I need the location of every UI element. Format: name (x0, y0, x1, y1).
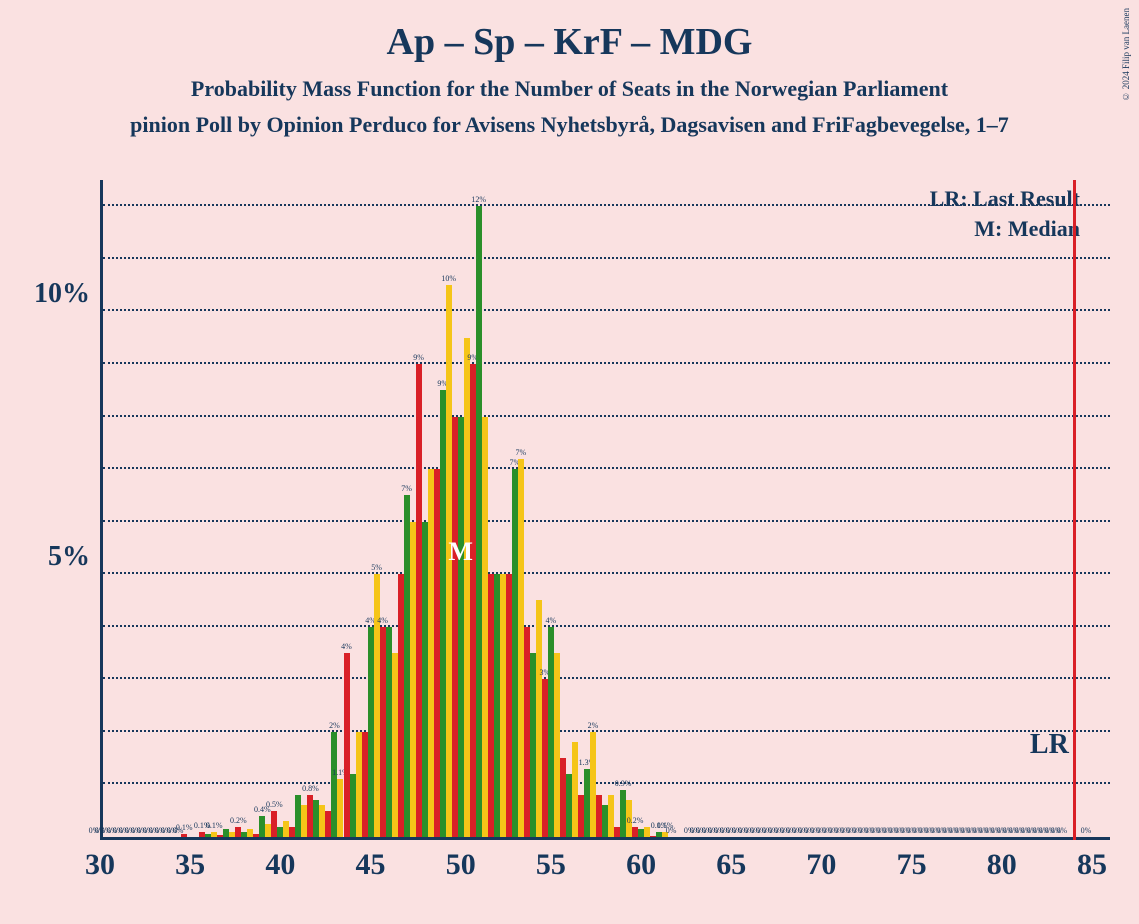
bar-label: 0.1% (176, 823, 193, 832)
bar-label: 0% (666, 826, 677, 835)
y-tick-label: 10% (34, 278, 90, 310)
bar-label: 5% (371, 563, 382, 572)
gridline (103, 782, 1110, 784)
bar-label: 0.9% (615, 779, 632, 788)
bar-label: 2% (588, 721, 599, 730)
bar-label: 0.1% (206, 821, 223, 830)
chart-subtitle: Probability Mass Function for the Number… (0, 76, 1139, 102)
x-tick-label: 55 (536, 848, 566, 882)
gridline (103, 415, 1110, 417)
y-tick-label: 5% (48, 541, 90, 573)
x-tick-label: 40 (265, 848, 295, 882)
median-marker: M (448, 537, 473, 567)
chart-plot-area: LR: Last Result M: Median 5%10%303540455… (100, 180, 1110, 840)
x-tick-label: 50 (446, 848, 476, 882)
x-tick-label: 35 (175, 848, 205, 882)
x-tick-label: 45 (356, 848, 386, 882)
gridline (103, 730, 1110, 732)
x-tick-label: 65 (716, 848, 746, 882)
x-tick-label: 75 (897, 848, 927, 882)
gridline (103, 257, 1110, 259)
gridline (103, 362, 1110, 364)
bar-label: 4% (377, 616, 388, 625)
bar-label: 0.2% (627, 816, 644, 825)
gridline (103, 467, 1110, 469)
chart-title: Ap – Sp – KrF – MDG (0, 0, 1139, 64)
bar-label: 7% (401, 484, 412, 493)
x-tick-label: 85 (1077, 848, 1107, 882)
gridline (103, 677, 1110, 679)
bar-label: 0.2% (230, 816, 247, 825)
bar-label: 4% (341, 642, 352, 651)
legend: LR: Last Result M: Median (930, 186, 1080, 246)
bar-label: 10% (441, 274, 456, 283)
gridline (103, 204, 1110, 206)
bar-label: 0.8% (302, 784, 319, 793)
x-tick-label: 30 (85, 848, 115, 882)
bar-label: 12% (471, 195, 486, 204)
gridline (103, 520, 1110, 522)
legend-lr: LR: Last Result (930, 186, 1080, 212)
gridline (103, 309, 1110, 311)
y-axis (100, 180, 103, 840)
bar-label: 2% (329, 721, 340, 730)
x-tick-label: 60 (626, 848, 656, 882)
lr-marker: LR (1030, 729, 1069, 761)
legend-m: M: Median (930, 216, 1080, 242)
chart-subtitle2: pinion Poll by Opinion Perduco for Avise… (0, 112, 1139, 138)
x-axis (100, 837, 1110, 840)
bar-label: 0.5% (266, 800, 283, 809)
bar-label: 7% (515, 448, 526, 457)
bar-label: 0% (1081, 826, 1092, 835)
copyright-text: © 2024 Filip van Laenen (1121, 8, 1131, 101)
bar-label: 0% (1057, 826, 1068, 835)
bar-label: 4% (546, 616, 557, 625)
gridline (103, 625, 1110, 627)
bar (181, 834, 187, 837)
lr-line (1073, 180, 1076, 840)
x-tick-label: 70 (806, 848, 836, 882)
gridline (103, 572, 1110, 574)
bar-label: 9% (413, 353, 424, 362)
x-tick-label: 80 (987, 848, 1017, 882)
